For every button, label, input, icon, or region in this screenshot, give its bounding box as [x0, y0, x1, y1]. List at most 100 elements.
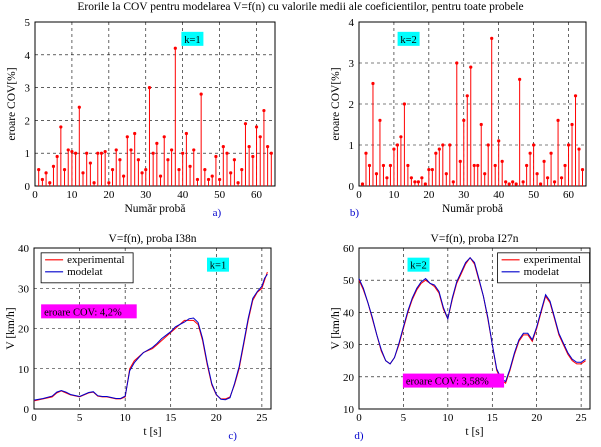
stem-marker [378, 118, 382, 122]
stem-marker [144, 168, 148, 172]
x-tick-label: 25 [256, 412, 268, 424]
stem-marker [507, 182, 511, 186]
panel-b: 0 10 20 30 40 50 60 0 1 2 3 4 Număr probă eroare COV[… [330, 17, 587, 219]
y-tick-label: 0 [349, 181, 355, 193]
stem-marker [110, 168, 115, 172]
stem-marker [455, 61, 459, 65]
stem-marker [240, 168, 244, 172]
stem-marker [199, 92, 203, 96]
stem-marker [151, 151, 155, 155]
stem-marker [48, 181, 52, 185]
stem-marker [181, 151, 185, 155]
y-tick-label: 20 [343, 372, 355, 384]
x-tick-label: 10 [66, 189, 78, 201]
stem-marker [133, 131, 137, 136]
stem-marker [448, 143, 452, 147]
stem-marker [236, 181, 240, 185]
x-tick-label: 20 [211, 412, 223, 424]
panel-label: c) [228, 430, 237, 442]
panel-label: b) [350, 207, 360, 219]
stem-marker [434, 151, 438, 155]
stem-marker [385, 176, 389, 180]
stem-marker [469, 65, 473, 69]
stem-marker [500, 159, 504, 163]
k-tag-bg [181, 31, 204, 46]
stem-marker [125, 135, 129, 139]
y-tick-label: 40 [343, 307, 355, 319]
stem-marker [545, 176, 550, 180]
stem-marker [451, 180, 455, 184]
stem-marker [147, 86, 152, 90]
stem-marker [514, 182, 518, 186]
stem-marker [74, 151, 78, 155]
stem-marker [129, 148, 133, 152]
stem-marker [552, 180, 557, 184]
y-tick-label: 3 [349, 58, 355, 70]
stem-marker [218, 177, 222, 182]
x-axis-label: Număr probă [125, 203, 186, 215]
stem-marker [232, 158, 236, 162]
y-tick-label: 5 [25, 17, 31, 29]
x-tick-label: 15 [487, 412, 499, 424]
y-tick-label: 60 [343, 243, 355, 255]
stem-marker [388, 163, 393, 168]
k-tag-bg [207, 257, 230, 272]
series-line-modelat [358, 256, 586, 383]
stem-marker [85, 151, 89, 155]
stem-marker [59, 125, 63, 129]
stem-marker [140, 171, 144, 175]
x-tick-label: 0 [356, 189, 362, 201]
y-tick-label: 3 [25, 83, 31, 95]
stem-marker [472, 163, 476, 168]
page-title: Erorile la COV pentru modelarea V=f(n) c… [77, 1, 524, 13]
x-axis-label: t [s] [465, 426, 483, 438]
stem-marker [518, 77, 522, 81]
stem-marker [423, 182, 427, 186]
stem-marker [437, 147, 441, 151]
x-tick-label: 0 [356, 412, 362, 424]
legend-entry: experimental [524, 254, 581, 266]
stem-marker [266, 145, 270, 149]
series-line-modelat [33, 273, 268, 401]
error-badge: eroare COV: 4,2% [44, 307, 122, 318]
stem-marker [392, 147, 396, 151]
stem-marker [221, 145, 225, 149]
legend-box [40, 252, 134, 284]
stem-marker [360, 182, 365, 186]
stem-marker [528, 151, 532, 155]
stem-marker [409, 176, 413, 180]
y-tick-label: 50 [343, 275, 355, 287]
stem-marker [532, 143, 536, 147]
x-tick-label: 20 [531, 412, 543, 424]
stem-marker [399, 135, 403, 139]
stem-marker [511, 180, 515, 184]
stem-marker [580, 168, 585, 172]
x-tick-label: 5 [77, 412, 83, 424]
stem-marker [490, 36, 494, 41]
stem-marker [195, 177, 200, 182]
stem-marker [535, 172, 539, 176]
stem-marker [416, 180, 420, 184]
stem-marker [55, 154, 59, 159]
x-axis-label: t [s] [143, 426, 161, 438]
k-tag: k=2 [400, 35, 416, 46]
stem-marker [497, 139, 501, 143]
plot-frame [34, 21, 276, 187]
stem-marker [367, 163, 372, 168]
stem-marker [577, 147, 581, 151]
x-tick-label: 20 [423, 189, 435, 201]
stem-marker [441, 143, 445, 147]
stem-marker [162, 135, 166, 139]
x-tick-label: 0 [32, 189, 38, 201]
stem-marker [114, 148, 118, 152]
stem-marker [166, 158, 170, 162]
stem-marker [99, 151, 104, 155]
stem-marker [483, 172, 487, 176]
stem-marker [206, 177, 211, 182]
x-tick-label: 60 [251, 189, 263, 201]
stem-marker [88, 161, 92, 165]
stem-marker [406, 163, 410, 168]
stem-marker [549, 151, 553, 155]
stem-marker [184, 131, 188, 136]
stem-marker [395, 143, 400, 147]
